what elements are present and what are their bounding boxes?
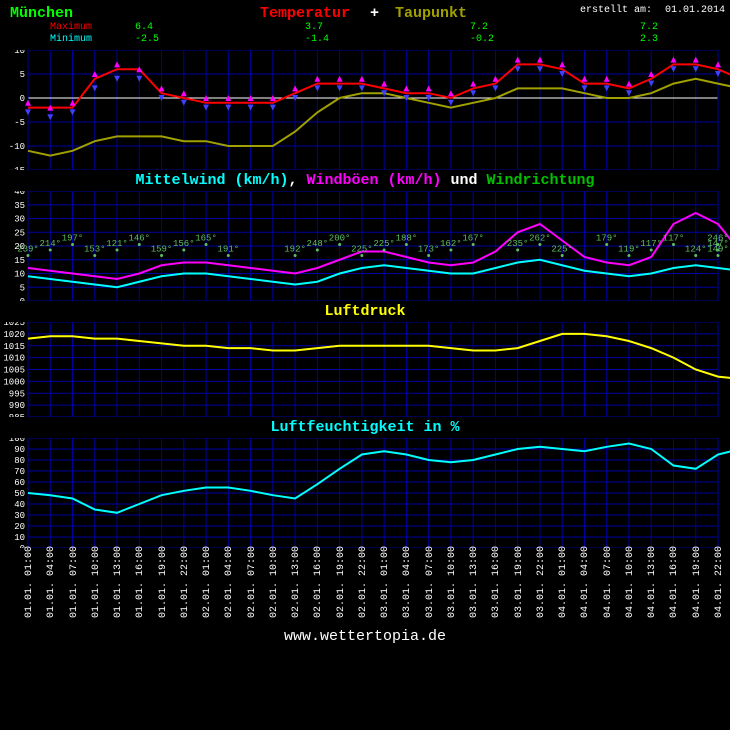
svg-text:162°: 162° xyxy=(440,239,462,249)
svg-text:192°: 192° xyxy=(284,245,306,255)
svg-text:60: 60 xyxy=(14,478,25,488)
svg-text:225°: 225° xyxy=(373,239,395,249)
svg-text:119°: 119° xyxy=(618,245,640,255)
svg-text:-10: -10 xyxy=(9,142,25,152)
svg-text:197°: 197° xyxy=(62,234,84,244)
footer-url: www.wettertopia.de xyxy=(0,628,730,645)
header: München Temperatur + Taupunkt erstellt a… xyxy=(0,0,730,50)
svg-text:146°: 146° xyxy=(128,234,150,244)
svg-text:80: 80 xyxy=(14,456,25,466)
day4-min: 2.3 xyxy=(640,34,658,45)
temp-title: Temperatur xyxy=(260,5,350,22)
svg-text:225°: 225° xyxy=(351,245,373,255)
humidity-panel-title: Luftfeuchtigkeit in % xyxy=(0,419,730,436)
day2-max: 3.7 xyxy=(305,22,323,33)
svg-text:153°: 153° xyxy=(84,245,106,255)
temperature-chart: -15 -10 -5 0 5 10 xyxy=(0,50,730,170)
svg-text:1010: 1010 xyxy=(3,354,25,364)
svg-text:25: 25 xyxy=(14,228,25,238)
svg-text:156°: 156° xyxy=(173,239,195,249)
svg-text:990: 990 xyxy=(9,401,25,411)
day1-max: 6.4 xyxy=(135,22,153,33)
created-value: 01.01.2014 xyxy=(665,5,725,16)
x-axis-labels: 01.01. 01:0001.01. 04:0001.01. 07:0001.0… xyxy=(28,548,730,618)
max-label: Maximum xyxy=(50,22,92,33)
svg-text:262°: 262° xyxy=(529,234,551,244)
svg-text:10: 10 xyxy=(14,270,25,280)
svg-text:-15: -15 xyxy=(9,166,25,170)
pressure-chart: 985 990 995 10001005 1010 1015 1020 1025 xyxy=(0,322,730,417)
svg-text:188°: 188° xyxy=(396,234,418,244)
pressure-panel-title: Luftdruck xyxy=(0,303,730,320)
created-label: erstellt am: xyxy=(580,5,652,16)
svg-text:117°: 117° xyxy=(640,239,662,249)
svg-text:235°: 235° xyxy=(507,239,529,249)
svg-text:100: 100 xyxy=(9,438,25,444)
svg-text:117°: 117° xyxy=(663,234,685,244)
svg-text:124°: 124° xyxy=(685,245,707,255)
svg-text:5: 5 xyxy=(20,283,25,293)
svg-text:90: 90 xyxy=(14,445,25,455)
day3-max: 7.2 xyxy=(470,22,488,33)
svg-text:50: 50 xyxy=(14,489,25,499)
svg-text:179°: 179° xyxy=(596,234,618,244)
svg-text:30: 30 xyxy=(14,511,25,521)
svg-text:40: 40 xyxy=(14,191,25,197)
svg-text:15: 15 xyxy=(14,256,25,266)
svg-text:10: 10 xyxy=(14,50,25,56)
svg-text:149°: 149° xyxy=(707,245,729,255)
svg-text:-5: -5 xyxy=(14,118,25,128)
svg-text:1000: 1000 xyxy=(3,377,25,387)
svg-text:985: 985 xyxy=(9,413,25,417)
svg-text:246°: 246° xyxy=(707,234,729,244)
svg-text:1020: 1020 xyxy=(3,330,25,340)
min-label: Minimum xyxy=(50,34,92,45)
svg-text:167°: 167° xyxy=(462,234,484,244)
svg-text:0: 0 xyxy=(20,297,25,301)
svg-text:10: 10 xyxy=(14,533,25,543)
day2-min: -1.4 xyxy=(305,34,329,45)
svg-text:1015: 1015 xyxy=(3,342,25,352)
svg-text:40: 40 xyxy=(14,500,25,510)
weather-chart-page: München Temperatur + Taupunkt erstellt a… xyxy=(0,0,730,730)
svg-text:121°: 121° xyxy=(106,239,128,249)
svg-text:30: 30 xyxy=(14,215,25,225)
svg-text:995: 995 xyxy=(9,389,25,399)
day4-max: 7.2 xyxy=(640,22,658,33)
svg-text:1005: 1005 xyxy=(3,366,25,376)
svg-text:20: 20 xyxy=(14,522,25,532)
plus: + xyxy=(370,5,379,22)
svg-text:165°: 165° xyxy=(195,234,217,244)
svg-text:173°: 173° xyxy=(418,245,440,255)
svg-text:191°: 191° xyxy=(218,245,240,255)
svg-text:35: 35 xyxy=(14,201,25,211)
svg-text:0: 0 xyxy=(20,94,25,104)
svg-text:70: 70 xyxy=(14,467,25,477)
svg-text:1025: 1025 xyxy=(3,322,25,328)
wind-chart: 0510152025303540239°214°197°153°121°146°… xyxy=(0,191,730,301)
day3-min: -0.2 xyxy=(470,34,494,45)
svg-text:239°: 239° xyxy=(17,245,39,255)
svg-text:159°: 159° xyxy=(151,245,173,255)
day1-min: -2.5 xyxy=(135,34,159,45)
location-title: München xyxy=(10,5,73,22)
wind-panel-title: Mittelwind (km/h), Windböen (km/h) und W… xyxy=(0,172,730,189)
humidity-chart: 0102030405060708090100 xyxy=(0,438,730,548)
svg-text:5: 5 xyxy=(20,70,25,80)
dewpoint-title: Taupunkt xyxy=(395,5,467,22)
svg-text:248°: 248° xyxy=(307,239,329,249)
svg-text:214°: 214° xyxy=(39,239,61,249)
svg-text:225°: 225° xyxy=(551,245,573,255)
svg-text:200°: 200° xyxy=(329,234,351,244)
